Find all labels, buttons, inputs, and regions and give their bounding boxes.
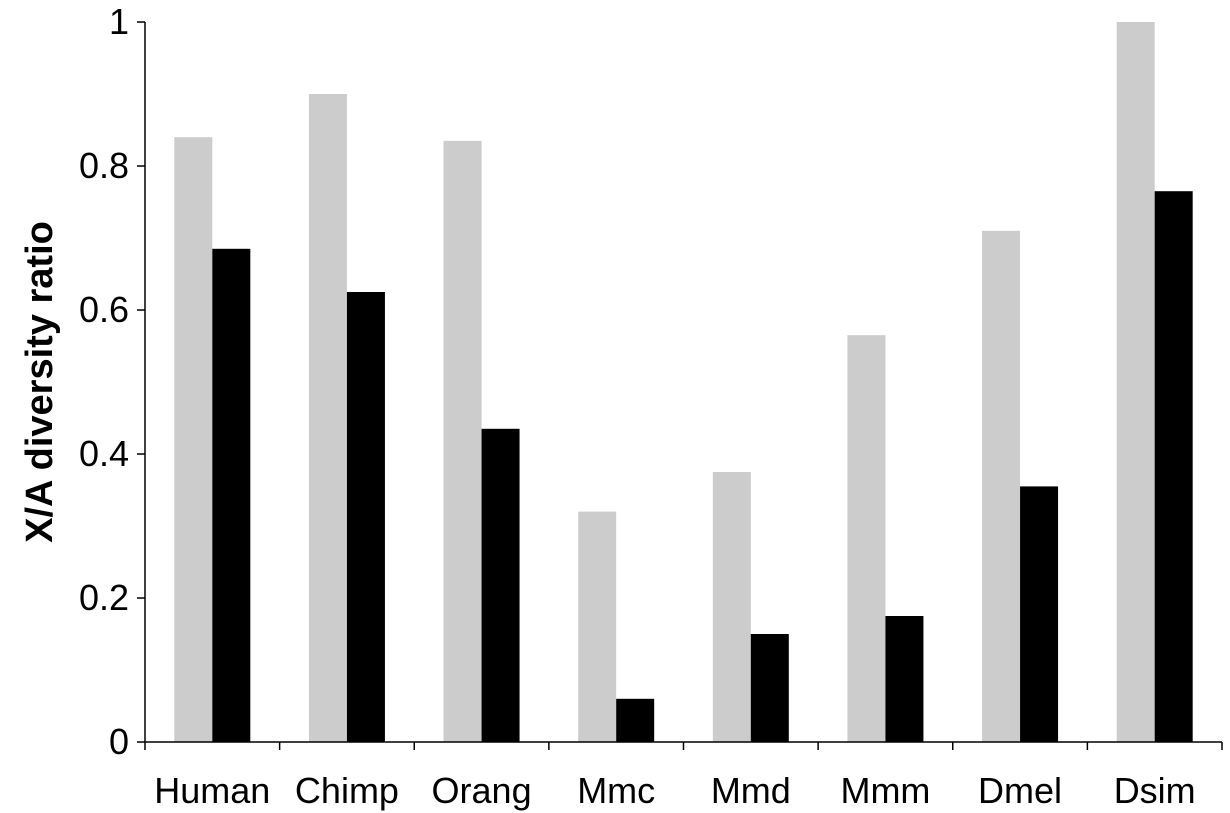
bar-series-1 xyxy=(1116,22,1155,742)
y-tick-label: 0.8 xyxy=(79,145,129,186)
x-tick-label: Dsim xyxy=(1114,770,1196,811)
y-axis-ticks: 0 0.2 0.4 0.6 0.8 1 xyxy=(79,1,145,762)
y-tick-label: 0.6 xyxy=(79,289,129,330)
x-tick-label: Mmc xyxy=(577,770,655,811)
bar-series-2 xyxy=(481,428,520,742)
x-axis-ticks: Human Chimp Orang Mmc Mmd Mmm Dmel Dsim xyxy=(144,742,1223,811)
bar-series-2 xyxy=(885,616,924,742)
bar-series-1 xyxy=(443,140,482,743)
x-tick-label: Mmm xyxy=(840,770,930,811)
y-tick-label: 0 xyxy=(109,721,129,762)
bar-series-2 xyxy=(1154,191,1193,742)
bar-series-1 xyxy=(712,472,751,742)
x-tick-label: Chimp xyxy=(295,770,399,811)
x-tick-label: Dmel xyxy=(978,770,1062,811)
bar-series-2 xyxy=(212,248,251,743)
x-tick-label: Human xyxy=(154,770,270,811)
bar-series-1 xyxy=(174,137,213,742)
y-axis-title: X/A diversity ratio xyxy=(19,221,61,543)
bar-series-2 xyxy=(1020,486,1059,742)
bar-series-1 xyxy=(308,94,347,742)
bar-series-2 xyxy=(616,698,655,742)
bar-series-2 xyxy=(346,292,385,742)
bar-series-1 xyxy=(982,230,1021,743)
bar-series-1 xyxy=(578,511,617,742)
y-tick-label: 0.4 xyxy=(79,433,129,474)
y-tick-label: 0.2 xyxy=(79,577,129,618)
y-tick-label: 1 xyxy=(109,1,129,42)
bars xyxy=(174,22,1193,743)
bar-series-1 xyxy=(847,335,886,742)
x-tick-label: Mmd xyxy=(711,770,791,811)
x-tick-label: Orang xyxy=(432,770,532,811)
bar-series-2 xyxy=(750,634,789,742)
